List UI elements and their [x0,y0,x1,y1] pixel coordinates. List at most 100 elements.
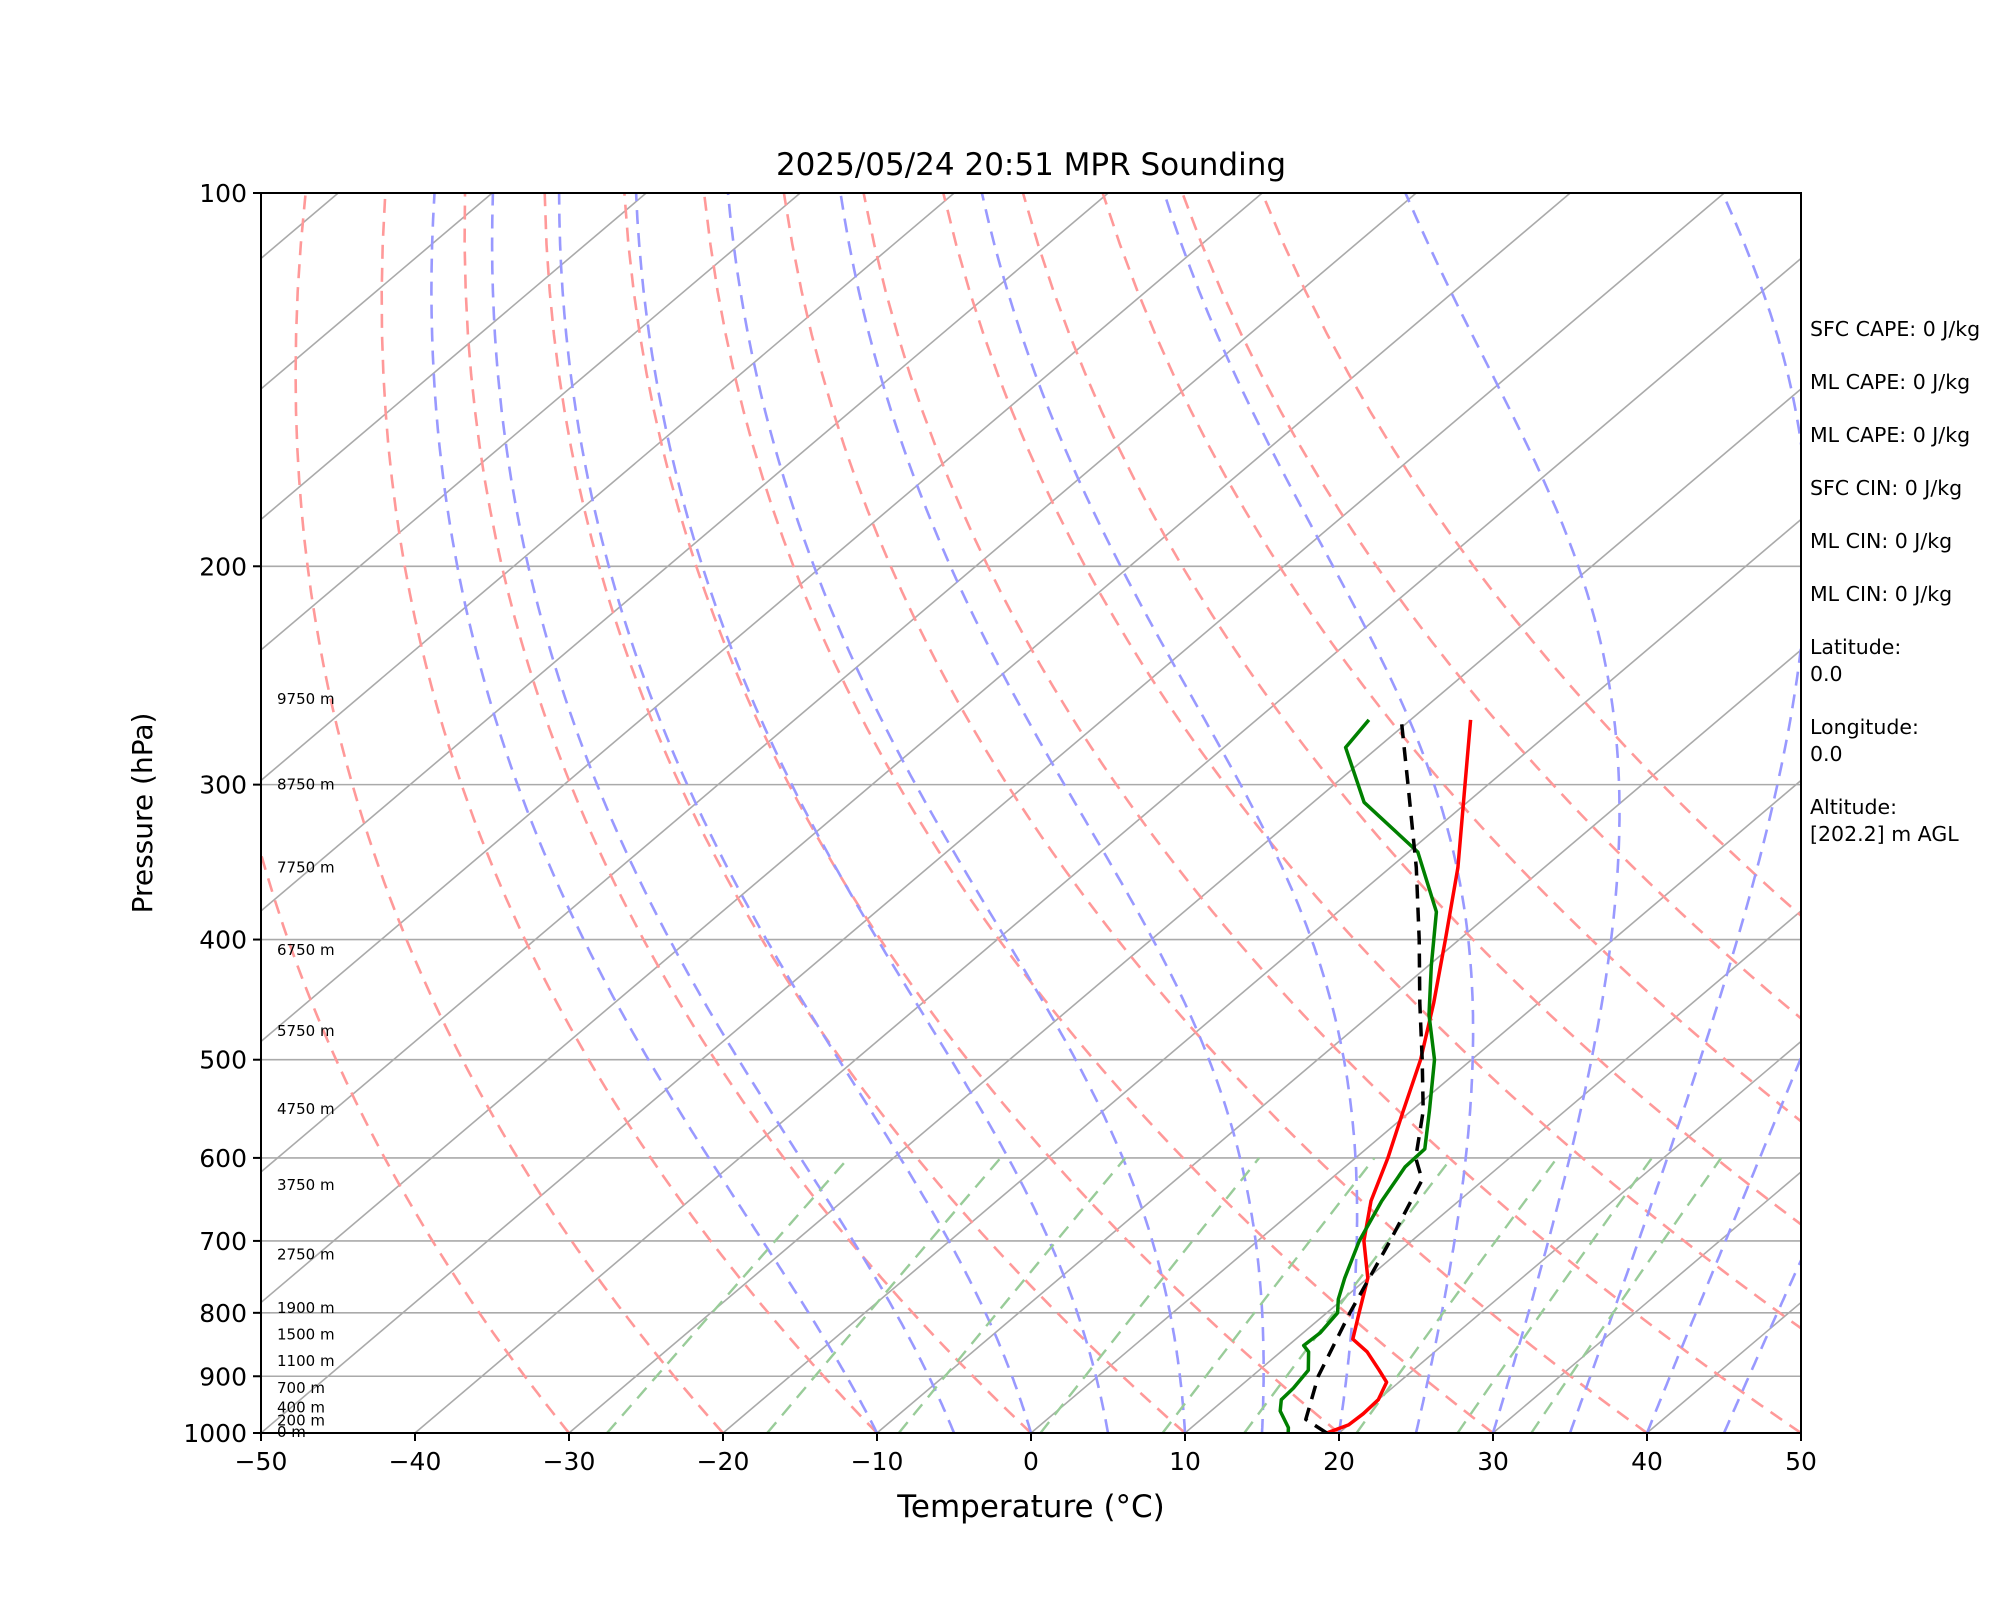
dry-adiabat-line [1260,193,1801,918]
dry-adiabat-line [862,193,1801,1433]
moist-adiabat-line [634,193,1110,1433]
height-label: 0 m [277,1423,306,1441]
sounding-stats-panel: SFC CAPE: 0 J/kg ML CAPE: 0 J/kg ML CAPE… [1810,316,1995,874]
moist-adiabat-line [1162,193,1475,1433]
dry-adiabat-line [1101,193,1801,1123]
stat-ml-cin: ML CIN: 0 J/kg [1810,529,1953,553]
stat-altitude: Altitude: [202.2] m AGL [1810,795,1959,846]
height-label: 200 m [277,1411,325,1429]
stat-sfc-cape: SFC CAPE: 0 J/kg [1810,317,1981,341]
y-tick-label: 900 [199,1362,247,1391]
x-tick-label: −30 [543,1447,596,1476]
moist-adiabat-line [839,193,1265,1433]
stat-ml-cape: ML CAPE: 0 J/kg [1810,423,1971,447]
height-label: 2750 m [277,1246,335,1264]
moist-adiabat-line [557,193,1033,1433]
dry-adiabat-line [463,193,1032,1433]
dry-adiabat-line [380,193,878,1433]
height-label: 1100 m [277,1352,335,1370]
mixing-ratio-line [1355,1157,1559,1433]
isotherm-line [722,518,1801,1433]
mixing-ratio-line [1039,1157,1261,1433]
dry-adiabat-line [623,193,1340,1433]
height-label: 7750 m [277,859,335,877]
isotherm-line [261,193,647,521]
height-label: 700 m [277,1379,325,1397]
isotherm-line [0,193,30,1433]
y-tick-label: 800 [199,1299,247,1328]
parcel-profile [1304,719,1425,1433]
mixing-ratio-line [897,1157,1127,1433]
height-label: 8750 m [277,776,335,794]
isotherm-line [568,387,1801,1433]
isotherm-line [261,193,1571,1304]
mixing-ratio-line [1243,1157,1453,1433]
axes: −50 −40 −30 −20 −10 0 10 20 30 40 50 1000 900 800 700 6… [183,179,1817,1476]
height-label: 1900 m [277,1299,335,1317]
height-label: 3750 m [277,1176,335,1194]
chart-title: 2025/05/24 20:51 MPR Sounding [776,147,1286,183]
isotherm-line [261,193,1417,1174]
height-label: 9750 m [277,690,335,708]
moist-adiabat-line [726,193,1187,1433]
height-label: 1500 m [277,1326,335,1344]
moist-adiabat-line [490,193,956,1433]
y-tick-label: 300 [199,771,247,800]
moist-adiabat-line [1722,1257,1801,1433]
isotherm-line [1492,1170,1801,1433]
x-tick-label: −40 [389,1447,442,1476]
dry-adiabat-line [294,193,724,1433]
x-tick-label: 30 [1477,1447,1509,1476]
mixing-ratio-line [1456,1157,1653,1433]
dry-adiabat-line [702,193,1494,1433]
x-tick-label: 20 [1323,1447,1355,1476]
isotherm-line [1030,779,1801,1433]
y-tick-label: 1000 [183,1419,247,1448]
dry-adiabat-line [543,193,1186,1433]
isotherm-line [261,193,1725,1433]
isotherm-line [414,257,1801,1433]
moist-adiabat-line [1568,193,1801,1433]
isotherm-line [1338,1040,1801,1433]
mixing-ratio-line [1161,1157,1376,1433]
x-tick-label: 50 [1785,1447,1817,1476]
y-tick-label: 200 [199,552,247,581]
y-tick-label: 600 [199,1144,247,1173]
stat-longitude: Longitude: 0.0 [1810,715,1919,766]
mixing-ratio-line [606,1157,850,1433]
x-tick-label: −10 [851,1447,904,1476]
mixing-ratio-line [1530,1157,1723,1433]
height-label: 6750 m [277,941,335,959]
stat-latitude: Latitude: 0.0 [1810,635,1902,686]
height-label: 4750 m [277,1100,335,1118]
y-tick-label: 500 [199,1046,247,1075]
x-tick-label: 0 [1023,1447,1039,1476]
y-tick-label: 400 [199,926,247,955]
isotherm-line [261,193,801,651]
x-tick-label: −50 [235,1447,288,1476]
dry-adiabat-line [942,193,1801,1330]
sounding-profiles [1278,718,1473,1433]
x-tick-label: 10 [1169,1447,1201,1476]
y-tick-label: 700 [199,1227,247,1256]
moist-adiabat-line [980,193,1359,1433]
dewpoint-profile [1278,718,1439,1433]
isotherm-line [261,193,1109,913]
plot-frame [260,192,1802,1434]
temperature-profile [1326,719,1473,1433]
isotherm-line [1184,909,1801,1433]
dry-adiabat-line [782,193,1648,1433]
x-axis-label: Temperature (°C) [896,1489,1165,1525]
height-label: 400 m [277,1399,325,1417]
isotherm-line [261,193,955,782]
isotherm-line [261,193,1263,1043]
stat-ml-cape: ML CAPE: 0 J/kg [1810,370,1971,394]
mixing-ratio-line [766,1157,1002,1433]
isotherm-line [876,648,1801,1433]
y-axis-label: Pressure (hPa) [126,713,159,914]
y-tick-label: 100 [199,179,247,208]
reference-lines [0,193,1801,1433]
x-tick-label: 40 [1631,1447,1663,1476]
